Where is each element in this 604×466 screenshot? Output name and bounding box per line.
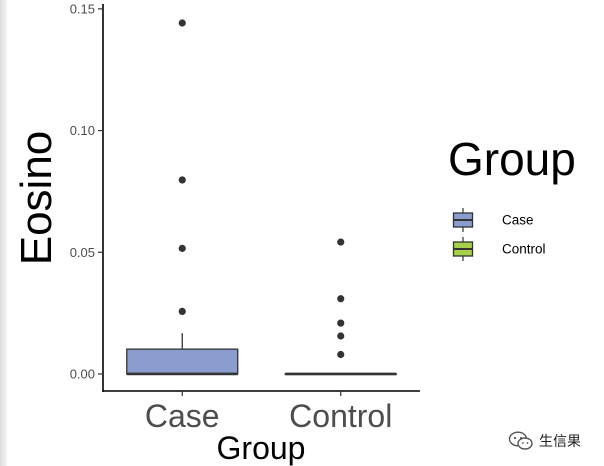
y-axis-title: Eosino <box>12 131 61 266</box>
watermark: 生信果 <box>508 430 581 452</box>
legend-label: Case <box>502 213 534 228</box>
outlier-point <box>178 307 186 316</box>
x-ticks-layer: Case Control <box>145 391 392 434</box>
y-tick-label: 0.00 <box>70 366 95 381</box>
left-edge-strip <box>0 0 7 466</box>
wechat-icon <box>508 431 533 450</box>
outlier-point <box>337 295 345 303</box>
x-tick-label: Control <box>289 398 392 434</box>
box <box>126 348 239 375</box>
legend-label: Control <box>502 242 546 257</box>
y-tick-label: 0.15 <box>70 1 95 16</box>
boxes-layer <box>126 333 397 376</box>
outlier-point <box>178 244 186 252</box>
watermark-text: 生信果 <box>539 434 581 450</box>
x-tick-label: Case <box>145 398 220 434</box>
outlier-point <box>337 238 345 246</box>
outlier-point <box>337 332 345 340</box>
outliers-layer <box>178 19 345 359</box>
y-tick-label: 0.05 <box>70 245 95 260</box>
x-axis-title: Group <box>217 430 306 466</box>
legend-keys: Case Control <box>452 208 546 261</box>
outlier-point <box>178 19 186 27</box>
outlier-point <box>178 176 186 184</box>
legend: Group Case Control <box>448 133 576 261</box>
legend-title: Group <box>448 133 576 185</box>
outlier-point <box>337 350 345 359</box>
y-tick-label: 0.10 <box>70 123 95 138</box>
y-ticks-layer: 0.00 0.05 0.10 0.15 <box>70 1 103 381</box>
outlier-point <box>337 319 345 327</box>
